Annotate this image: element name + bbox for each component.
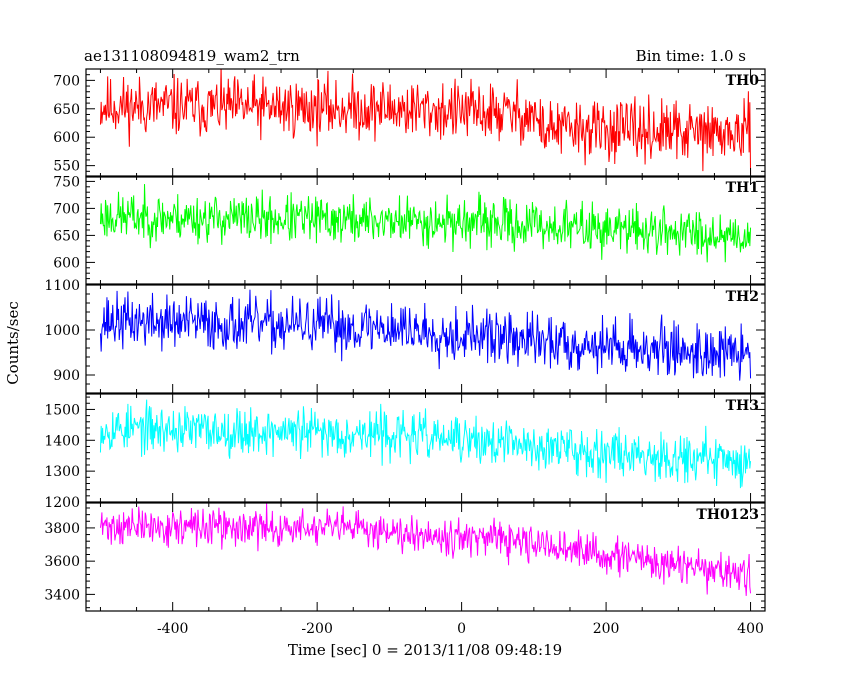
y-tick-label: 700: [53, 201, 80, 217]
series-line-th3: [99, 399, 752, 489]
series-line-th0123: [99, 503, 752, 596]
panel-th2: 900 1000 1100 TH2: [44, 278, 766, 394]
x-tick-label: 0: [457, 621, 466, 637]
series-line-th0: [99, 69, 752, 175]
y-tick-label: 600: [53, 255, 80, 271]
x-tick-label: 400: [737, 621, 764, 637]
x-tick-label: -400: [157, 621, 188, 637]
y-tick-label: 1400: [44, 433, 80, 449]
y-tick-label: 650: [53, 102, 80, 118]
y-tick-label: 700: [53, 73, 80, 89]
panels-group: 550 600 650 700 TH0 600 650 700 750 TH1 900 1000 110…: [44, 68, 766, 612]
y-tick-label: 750: [53, 174, 80, 190]
y-tick-label: 1500: [44, 402, 80, 418]
y-tick-label: 650: [53, 228, 80, 244]
series-line-th1: [99, 184, 752, 263]
y-tick-label: 1300: [44, 464, 80, 480]
y-tick-label: 3400: [44, 587, 80, 603]
x-axis: -400 -200 0 200 400: [157, 621, 764, 637]
panel-frame: [85, 175, 766, 285]
bin-time-label: Bin time: 1.0 s: [636, 47, 746, 65]
panel-th1: 600 650 700 750 TH1: [53, 174, 766, 285]
panel-label-th0123: TH0123: [696, 507, 759, 523]
y-tick-label: 1000: [44, 323, 80, 339]
panel-th3: 1200 1300 1400 1500 TH3: [44, 393, 766, 511]
chart-title: ae131108094819_wam2_trn: [84, 47, 300, 65]
y-tick-label: 3800: [44, 521, 80, 537]
panel-label-th1: TH1: [726, 180, 759, 196]
series-line-th2: [99, 289, 752, 381]
panel-frame: [85, 284, 766, 394]
y-tick-label: 3600: [44, 554, 80, 570]
x-tick-label: -200: [301, 621, 332, 637]
panel-th0123: 3400 3600 3800 TH0123: [44, 502, 766, 612]
y-tick-label: 1100: [44, 278, 80, 294]
x-axis-label: Time [sec] 0 = 2013/11/08 09:48:19: [288, 641, 562, 659]
y-tick-label: 550: [53, 159, 80, 175]
y-tick-label: 900: [53, 368, 80, 384]
y-axis-label: Counts/sec: [4, 301, 22, 385]
y-tick-label: 600: [53, 130, 80, 146]
panel-label-th2: TH2: [726, 289, 759, 305]
panel-th0: 550 600 650 700 TH0: [53, 68, 766, 178]
y-tick-label: 1200: [44, 495, 80, 511]
panel-label-th0: TH0: [726, 73, 760, 89]
panel-label-th3: TH3: [726, 398, 759, 414]
x-tick-label: 200: [593, 621, 620, 637]
